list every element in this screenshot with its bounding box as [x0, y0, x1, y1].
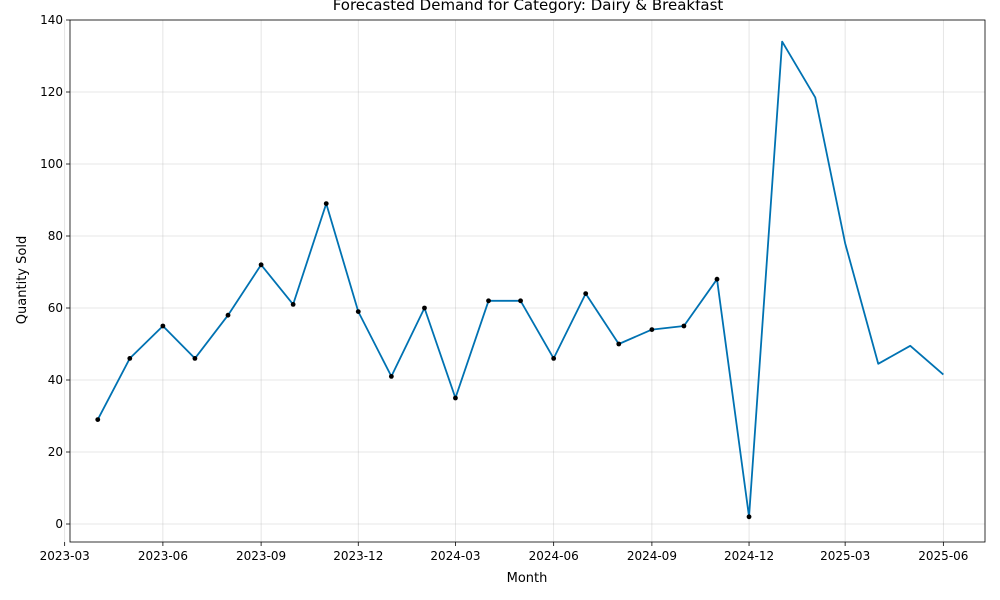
- data-point: [518, 298, 523, 304]
- data-point: [225, 312, 231, 318]
- data-point: [388, 374, 394, 379]
- y-tick-label: 100: [40, 157, 63, 171]
- data-point: [258, 262, 264, 268]
- series-line: [96, 40, 944, 518]
- data-point: [95, 417, 101, 422]
- x-tick-label: 2024-03: [430, 549, 480, 563]
- data-point: [453, 395, 458, 401]
- chart-title: Forecasted Demand for Category: Dairy & …: [333, 0, 724, 14]
- x-tick-label: 2024-06: [529, 549, 579, 563]
- data-point: [583, 291, 589, 296]
- plot-frame: [69, 19, 986, 543]
- y-tick-label: 60: [48, 301, 63, 315]
- data-point: [681, 323, 687, 329]
- data-point: [290, 302, 296, 307]
- x-tick-label: 2023-03: [40, 549, 90, 563]
- y-tick-label: 20: [48, 445, 63, 459]
- series-layer: [95, 40, 944, 520]
- y-tick-label: 40: [48, 373, 63, 387]
- data-point: [551, 356, 557, 361]
- data-point: [355, 309, 361, 314]
- y-tick-label: 140: [40, 13, 63, 27]
- data-point: [746, 514, 752, 520]
- data-point: [127, 356, 133, 361]
- x-tick-label: 2023-12: [333, 549, 383, 563]
- data-point: [323, 201, 329, 207]
- x-axis-label: Month: [507, 571, 548, 586]
- data-point: [160, 323, 166, 329]
- y-tick-label: 120: [40, 85, 63, 99]
- y-tick-label: 80: [48, 229, 63, 243]
- data-point: [422, 305, 427, 311]
- data-point: [649, 327, 655, 332]
- data-point: [486, 298, 491, 304]
- axes-layer: 0 20 40 60 80 100 120 140 2023-03 2023-06 2023-09 2…: [40, 13, 986, 563]
- x-tick-label: 2024-09: [627, 549, 677, 563]
- y-tick-label: 0: [55, 517, 63, 531]
- data-point: [616, 341, 622, 347]
- data-point: [714, 276, 720, 282]
- x-tick-label: 2023-09: [236, 549, 286, 563]
- x-tick-label: 2025-03: [820, 549, 870, 563]
- data-point: [192, 356, 198, 361]
- grid-layer: [64, 19, 985, 542]
- x-tick-label: 2023-06: [138, 549, 188, 563]
- x-tick-label: 2025-06: [918, 549, 968, 563]
- y-axis-label: Quantity Sold: [15, 236, 30, 324]
- x-tick-label: 2024-12: [724, 549, 774, 563]
